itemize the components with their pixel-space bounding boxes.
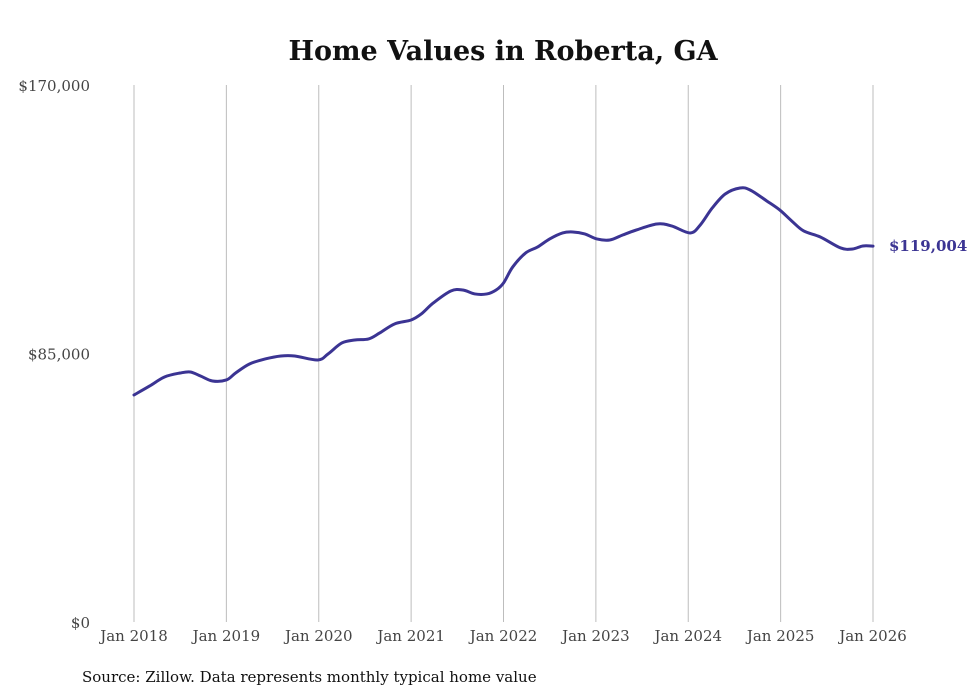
x-tick-label: Jan 2025 bbox=[745, 627, 815, 645]
x-tick-label: Jan 2023 bbox=[560, 627, 630, 645]
end-value-label: $119,004 bbox=[889, 237, 967, 255]
x-tick-label: Jan 2026 bbox=[837, 627, 907, 645]
x-tick-label: Jan 2019 bbox=[191, 627, 261, 645]
x-tick-label: Jan 2018 bbox=[98, 627, 168, 645]
x-tick-label: Jan 2024 bbox=[652, 627, 722, 645]
y-tick-label: $0 bbox=[71, 614, 90, 632]
gridlines bbox=[133, 85, 874, 622]
x-tick-label: Jan 2020 bbox=[283, 627, 353, 645]
series-line bbox=[132, 186, 875, 397]
source-note: Source: Zillow. Data represents monthly … bbox=[82, 668, 537, 686]
chart-title: Home Values in Roberta, GA bbox=[288, 36, 718, 67]
y-tick-label: $170,000 bbox=[18, 77, 90, 95]
x-axis: Jan 2018 Jan 2019 Jan 2020 Jan 2021 Jan 2022… bbox=[98, 627, 907, 645]
y-axis: $0 $85,000 $170,000 bbox=[18, 77, 90, 632]
x-tick-label: Jan 2021 bbox=[375, 627, 445, 645]
y-tick-label: $85,000 bbox=[28, 346, 90, 364]
x-tick-label: Jan 2022 bbox=[468, 627, 538, 645]
